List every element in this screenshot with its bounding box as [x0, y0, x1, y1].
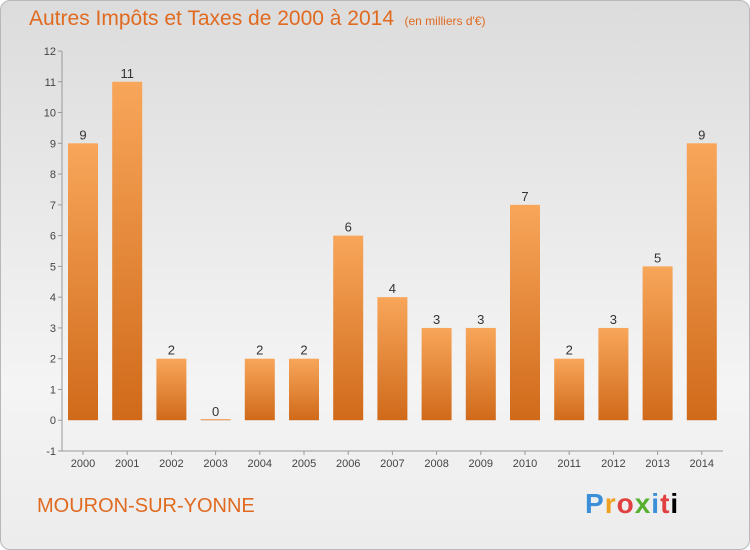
bar: [598, 327, 629, 421]
data-label: 0: [212, 404, 219, 419]
bar: [510, 204, 540, 421]
x-tick-label: 2000: [71, 458, 95, 470]
chart-title-text: Autres Impôts et Taxes de 2000 à 2014: [29, 7, 395, 30]
data-label: 11: [120, 66, 134, 81]
data-label: 3: [610, 312, 617, 327]
data-label: 9: [698, 127, 705, 142]
x-tick-label: 2003: [203, 458, 227, 470]
y-tick-label: 8: [50, 169, 56, 181]
chart-unit: (en milliers d'€): [404, 14, 486, 28]
y-tick-label: 3: [50, 323, 56, 335]
x-tick-label: 2009: [469, 458, 493, 470]
data-label: 3: [477, 312, 484, 327]
bar: [289, 358, 319, 421]
bar: [421, 327, 452, 421]
x-tick-label: 2001: [115, 458, 139, 470]
y-tick-label: 9: [50, 138, 56, 150]
data-label: 5: [654, 250, 661, 265]
bar: [112, 81, 143, 421]
bar: [156, 358, 187, 421]
x-tick-label: 2004: [248, 458, 272, 470]
city-name: MOURON-SUR-YONNE: [37, 495, 255, 517]
x-tick-label: 2006: [336, 458, 360, 470]
x-tick-label: 2010: [513, 458, 537, 470]
y-tick-label: -1: [46, 446, 56, 458]
data-label: 2: [168, 343, 175, 358]
x-tick-label: 2013: [645, 458, 669, 470]
data-label: 6: [345, 220, 352, 235]
bar: [244, 358, 275, 421]
bar: [642, 266, 673, 421]
y-tick-label: 5: [50, 261, 56, 273]
y-tick-label: 6: [50, 231, 56, 243]
proxiti-logo: Proxiti: [585, 488, 680, 519]
bar: [200, 419, 231, 421]
y-tick-label: 12: [44, 46, 56, 58]
data-label: 3: [433, 312, 440, 327]
y-tick-label: 0: [50, 415, 56, 427]
x-tick-label: 2002: [159, 458, 183, 470]
bar: [465, 327, 496, 421]
x-tick-label: 2008: [424, 458, 448, 470]
bar: [554, 358, 585, 421]
y-tick-label: 7: [50, 200, 56, 212]
bar: [333, 235, 364, 421]
data-label: 2: [256, 343, 263, 358]
y-tick-label: 10: [44, 108, 56, 120]
x-tick-label: 2005: [292, 458, 316, 470]
x-tick-label: 2007: [380, 458, 404, 470]
y-tick-label: 2: [50, 354, 56, 366]
x-tick-label: 2014: [690, 458, 714, 470]
chart-title: Autres Impôts et Taxes de 2000 à 2014 (e…: [29, 7, 485, 31]
y-tick-label: 1: [50, 384, 56, 396]
bar: [68, 143, 98, 421]
data-label: 2: [300, 343, 307, 358]
data-label: 4: [389, 281, 396, 296]
data-label: 2: [566, 343, 573, 358]
y-tick-label: 4: [50, 292, 56, 304]
x-tick-label: 2012: [601, 458, 625, 470]
bar: [377, 297, 408, 421]
bar: [686, 143, 717, 421]
data-label: 9: [79, 127, 86, 142]
y-tick-label: 11: [45, 77, 56, 89]
data-label: 7: [521, 189, 528, 204]
x-tick-label: 2011: [557, 458, 581, 470]
